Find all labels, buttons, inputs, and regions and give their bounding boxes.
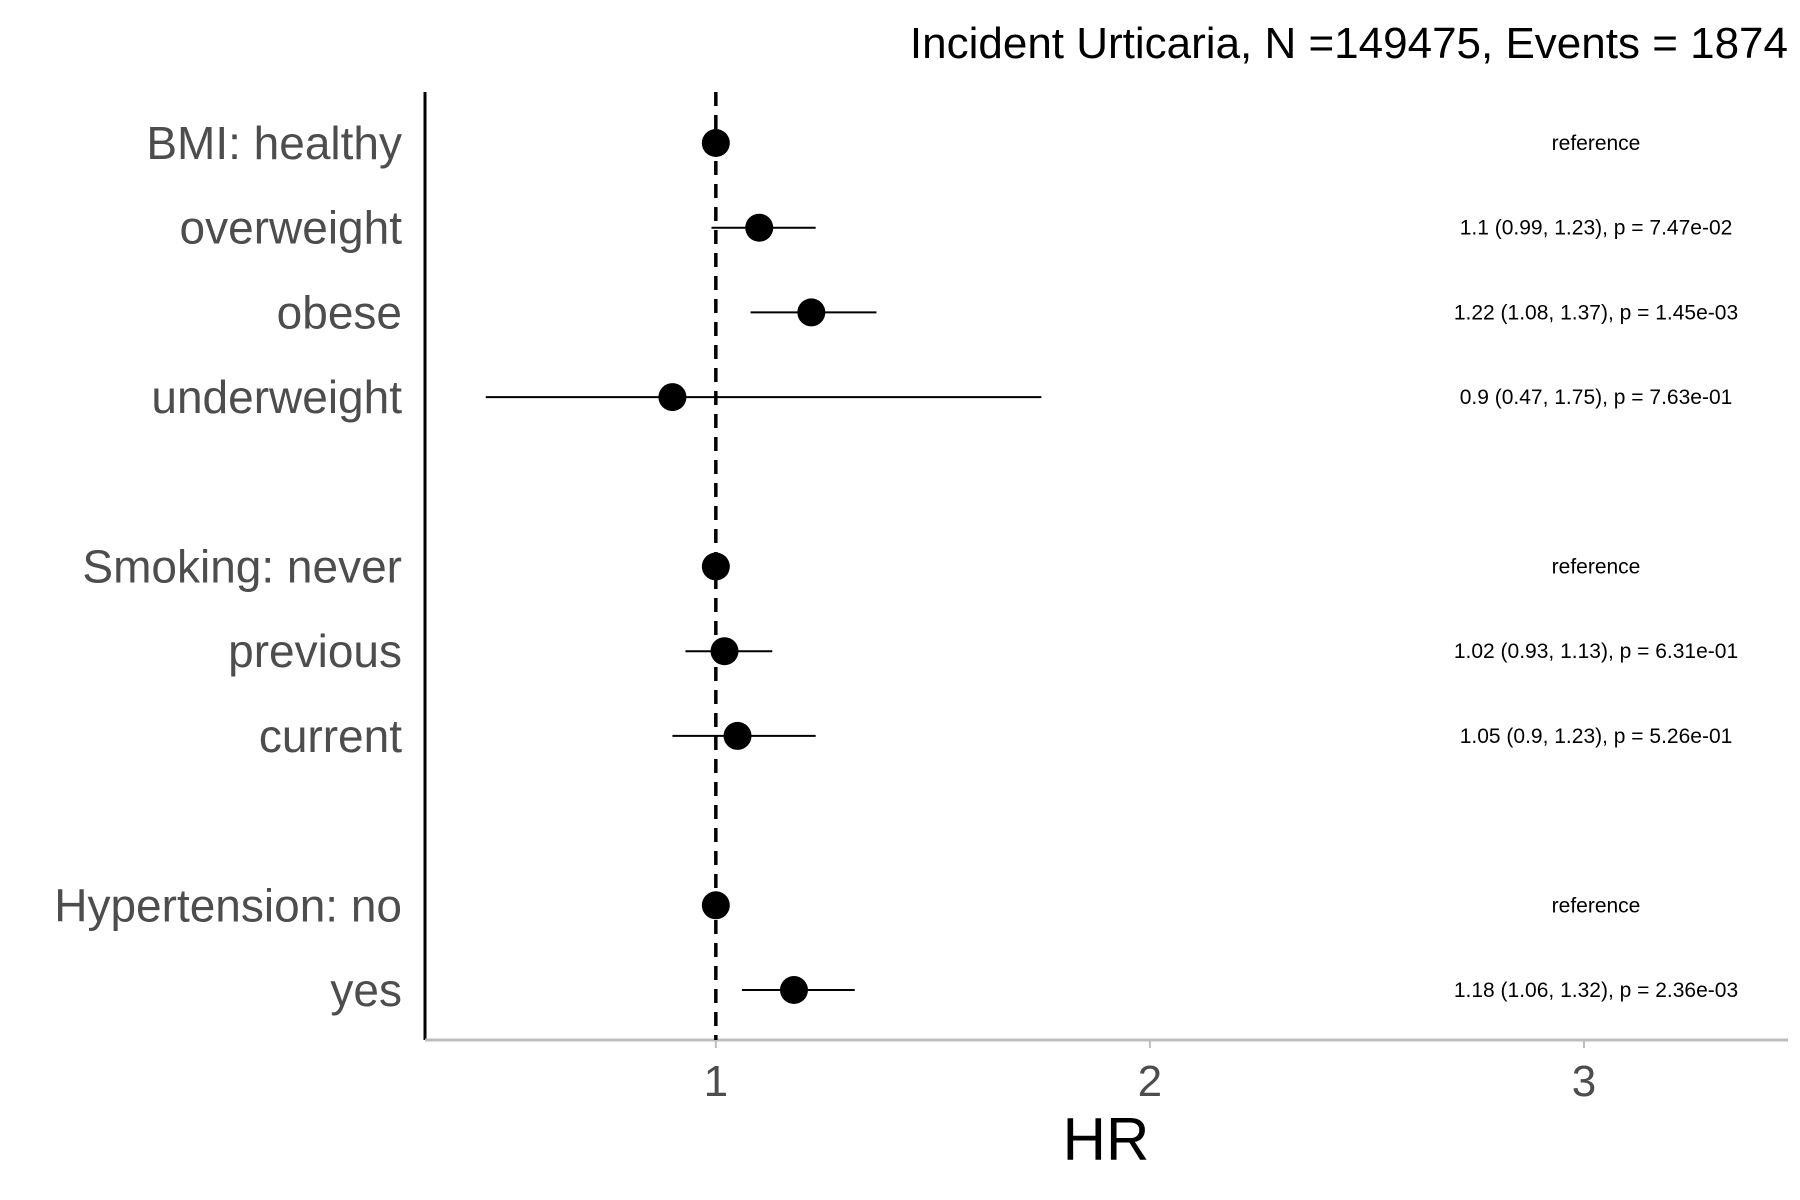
hr-point — [701, 891, 730, 920]
hr-point — [745, 213, 774, 242]
row-annotation: reference — [1552, 556, 1641, 579]
row-label: Smoking: never — [82, 541, 402, 593]
row-annotation: 1.22 (1.08, 1.37), p = 1.45e-03 — [1454, 301, 1738, 324]
row-annotation: 1.18 (1.06, 1.32), p = 2.36e-03 — [1454, 979, 1738, 1002]
plot-area: 1 2 3 BMI: healthy reference overweight 1.1 (0… — [54, 92, 1788, 1106]
row-annotation: 1.1 (0.99, 1.23), p = 7.47e-02 — [1460, 217, 1733, 240]
hr-point — [658, 383, 687, 412]
hr-point — [710, 637, 739, 666]
hr-point — [779, 976, 808, 1004]
hr-point — [797, 298, 826, 327]
row-label: overweight — [180, 202, 403, 254]
row-annotation: 1.02 (0.93, 1.13), p = 6.31e-01 — [1454, 640, 1738, 663]
row-label: obese — [277, 286, 402, 338]
row-label: underweight — [151, 371, 402, 423]
x-tick-label: 2 — [1138, 1057, 1162, 1106]
chart-title: Incident Urticaria, N =149475, Events = … — [910, 19, 1788, 68]
row-annotation: 1.05 (0.9, 1.23), p = 5.26e-01 — [1460, 725, 1733, 748]
row-label: yes — [330, 964, 402, 1016]
x-axis-title: HR — [1063, 1106, 1150, 1173]
hr-point — [701, 129, 730, 157]
row-label: Hypertension: no — [54, 879, 402, 931]
row-label: previous — [228, 625, 402, 677]
x-tick-label: 3 — [1572, 1057, 1596, 1106]
row-label: BMI: healthy — [146, 117, 402, 169]
x-tick-label: 1 — [704, 1057, 728, 1106]
row-label: current — [259, 710, 402, 762]
row-annotation: reference — [1552, 132, 1641, 155]
row-annotation: 0.9 (0.47, 1.75), p = 7.63e-01 — [1460, 386, 1733, 409]
hr-point — [701, 552, 730, 581]
hr-point — [723, 721, 752, 750]
row-annotation: reference — [1552, 894, 1641, 917]
